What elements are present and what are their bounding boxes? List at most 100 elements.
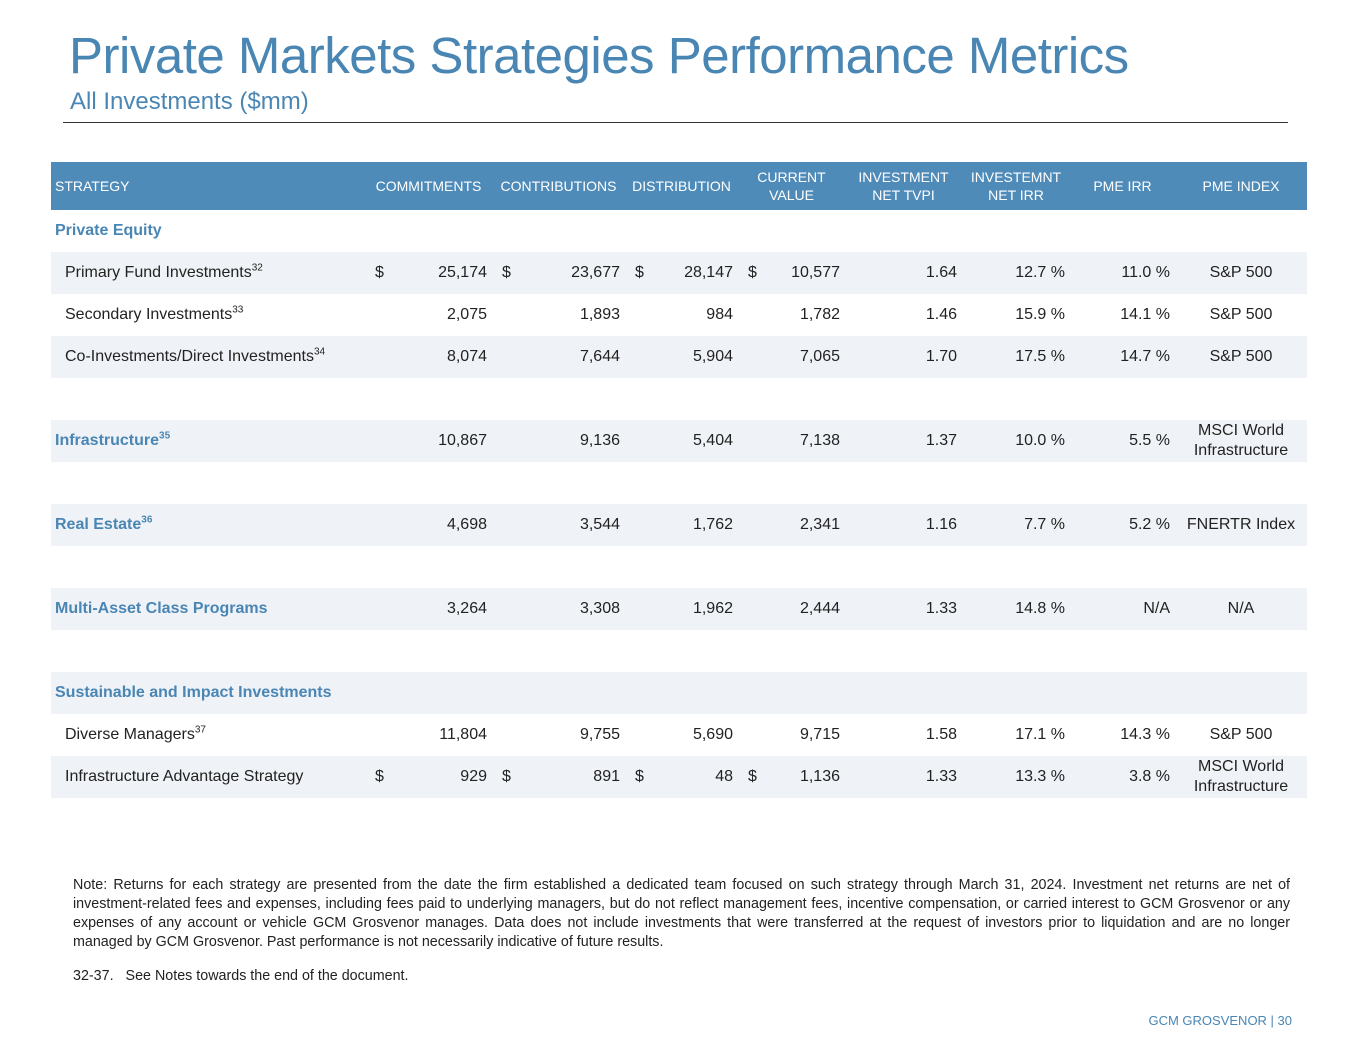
cell-value: 1,782	[799, 306, 840, 323]
value-cell: 3,264	[365, 588, 492, 630]
value-cell: 12.7 %	[962, 252, 1070, 294]
index-cell: S&P 500	[1175, 336, 1307, 378]
value-cell: 3,544	[492, 504, 625, 546]
index-cell	[1175, 210, 1307, 252]
value-cell: 14.8 %	[962, 588, 1070, 630]
cell-value: 11,804	[439, 726, 487, 743]
strategy-cell: Multi-Asset Class Programs	[51, 588, 365, 630]
cell-value: 1.33	[925, 768, 957, 785]
value-cell: $25,174	[365, 252, 492, 294]
cell-value: S&P 500	[1209, 306, 1273, 323]
column-header: DISTRIBUTION	[625, 162, 738, 210]
value-cell: 5.5 %	[1070, 420, 1175, 462]
currency: $	[375, 264, 384, 281]
value-cell	[738, 672, 845, 714]
value-cell	[962, 210, 1070, 252]
cell-value: 1.70	[925, 348, 957, 365]
value-cell: 3.8 %	[1070, 756, 1175, 798]
cell-value: 891	[593, 768, 620, 785]
strategy-cell: Infrastructure Advantage Strategy	[51, 756, 365, 798]
value-cell: 9,715	[738, 714, 845, 756]
footnote-text: See Notes towards the end of the documen…	[125, 968, 409, 984]
value-cell: N/A	[1070, 588, 1175, 630]
value-cell	[365, 210, 492, 252]
value-cell: 1.16	[845, 504, 962, 546]
value-cell: 8,074	[365, 336, 492, 378]
strategy-cell: Real Estate36	[51, 504, 365, 546]
strategy-cell: Sustainable and Impact Investments	[51, 672, 365, 714]
strategy-cell: Primary Fund Investments32	[51, 252, 365, 294]
cell-value: 2,075	[446, 306, 487, 323]
value-cell: 3,308	[492, 588, 625, 630]
value-cell: 14.7 %	[1070, 336, 1175, 378]
value-cell: 10.0 %	[962, 420, 1070, 462]
footnote-ref: 36	[141, 514, 153, 526]
cell-value: 28,147	[684, 264, 733, 281]
cell-value: 10.0 %	[1015, 432, 1065, 449]
cell-value: 5,404	[692, 432, 733, 449]
index-cell: MSCI World Infrastructure	[1175, 420, 1307, 462]
value-cell: $28,147	[625, 252, 738, 294]
spacer-cell	[51, 546, 1307, 588]
index-cell: MSCI World Infrastructure	[1175, 756, 1307, 798]
value-cell: 14.1 %	[1070, 294, 1175, 336]
footnote-ref: 32	[251, 262, 263, 274]
cell-value: MSCI World Infrastructure	[1193, 422, 1289, 459]
footer: GCM GROSVENOR | 30	[1148, 1013, 1292, 1028]
strategy-label: Sustainable and Impact Investments	[55, 684, 332, 701]
value-cell: 17.1 %	[962, 714, 1070, 756]
strategy-label: Private Equity	[55, 222, 162, 239]
footnote-ref: 35	[159, 430, 171, 442]
spacer-cell	[51, 378, 1307, 420]
strategy-cell: Co-Investments/Direct Investments34	[51, 336, 365, 378]
cell-value: 1.46	[925, 306, 957, 323]
column-header: STRATEGY	[51, 162, 365, 210]
value-cell: 1,962	[625, 588, 738, 630]
cell-value: 984	[706, 306, 733, 323]
title: Private Markets Strategies Performance M…	[69, 27, 1129, 84]
item-row: Secondary Investments33 2,075 1,893 984 1,78…	[51, 294, 1307, 336]
cell-value: 3,544	[579, 516, 620, 533]
note: Note: Returns for each strategy are pres…	[73, 877, 1290, 950]
cell-value: 8,074	[446, 348, 487, 365]
footnote: 32-37. See Notes towards the end of the d…	[73, 968, 408, 984]
strategy-cell: Private Equity	[51, 210, 365, 252]
value-cell: 14.3 %	[1070, 714, 1175, 756]
column-header: INVESTMENT NET TVPI	[845, 162, 962, 210]
strategy-label: Primary Fund Investments	[65, 264, 252, 281]
value-cell: 10,867	[365, 420, 492, 462]
strategy-label: Co-Investments/Direct Investments	[65, 348, 314, 365]
cell-value: 1.16	[925, 516, 957, 533]
item-row: Primary Fund Investments32 $25,174 $23,677…	[51, 252, 1307, 294]
group-row: Sustainable and Impact Investments	[51, 672, 1307, 714]
value-cell: 9,755	[492, 714, 625, 756]
cell-value: 17.5 %	[1015, 348, 1065, 365]
cell-value: 7,644	[579, 348, 620, 365]
value-cell	[738, 210, 845, 252]
cell-value: 7.7 %	[1024, 516, 1065, 533]
value-cell	[1070, 672, 1175, 714]
value-cell: 7,644	[492, 336, 625, 378]
subtitle: All Investments ($mm)	[70, 88, 309, 115]
value-cell	[492, 210, 625, 252]
index-cell: S&P 500	[1175, 294, 1307, 336]
value-cell: 17.5 %	[962, 336, 1070, 378]
value-cell: 984	[625, 294, 738, 336]
value-cell: 1,893	[492, 294, 625, 336]
cell-value: S&P 500	[1209, 348, 1273, 365]
item-row: Infrastructure Advantage Strategy $929 $89…	[51, 756, 1307, 798]
value-cell: $23,677	[492, 252, 625, 294]
value-cell: 5,690	[625, 714, 738, 756]
value-cell: 1.46	[845, 294, 962, 336]
cell-value: 9,715	[799, 726, 840, 743]
cell-value: 1,962	[692, 600, 733, 617]
cell-value: 14.1 %	[1120, 306, 1170, 323]
currency: $	[502, 768, 511, 785]
cell-value: 25,174	[438, 264, 487, 281]
cell-value: 9,136	[579, 432, 620, 449]
cell-value: 48	[715, 768, 733, 785]
cell-value: 3,264	[446, 600, 487, 617]
cell-value: 10,867	[438, 432, 487, 449]
strategy-label: Multi-Asset Class Programs	[55, 600, 268, 617]
item-row: Diverse Managers37 11,804 9,755 5,690 9,715 1…	[51, 714, 1307, 756]
